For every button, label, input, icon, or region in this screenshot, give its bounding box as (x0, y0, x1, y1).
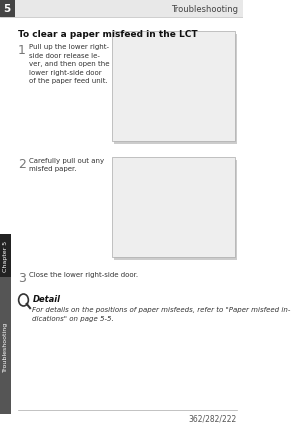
Bar (114, 35, 238, 145)
Text: Troubleshooting: Troubleshooting (3, 321, 8, 371)
Text: For details on the positions of paper misfeeds, refer to "Paper misfeed in-
dica: For details on the positions of paper mi… (32, 306, 291, 321)
Bar (0, 0, 15, 18)
Text: Chapter 5: Chapter 5 (3, 240, 8, 271)
Text: Pull up the lower right-
side door release le-
ver, and then open the
lower righ: Pull up the lower right- side door relea… (29, 44, 110, 84)
Bar (112, 32, 235, 142)
Bar (114, 161, 238, 260)
Text: Troubleshooting: Troubleshooting (171, 5, 238, 14)
Text: Carefully pull out any
misfed paper.: Carefully pull out any misfed paper. (29, 158, 104, 172)
Text: To clear a paper misfeed in the LCT: To clear a paper misfeed in the LCT (18, 30, 197, 39)
Bar (0, 234, 11, 277)
Text: Close the lower right-side door.: Close the lower right-side door. (29, 271, 138, 277)
Text: 3: 3 (18, 271, 26, 284)
Text: 1: 1 (18, 44, 26, 57)
Text: 5: 5 (4, 4, 11, 14)
Bar (112, 158, 235, 257)
Bar (0, 0, 243, 18)
Bar (0, 277, 11, 414)
Text: 362/282/222: 362/282/222 (188, 414, 237, 423)
Text: Detail: Detail (32, 294, 60, 303)
Text: 2: 2 (18, 158, 26, 170)
